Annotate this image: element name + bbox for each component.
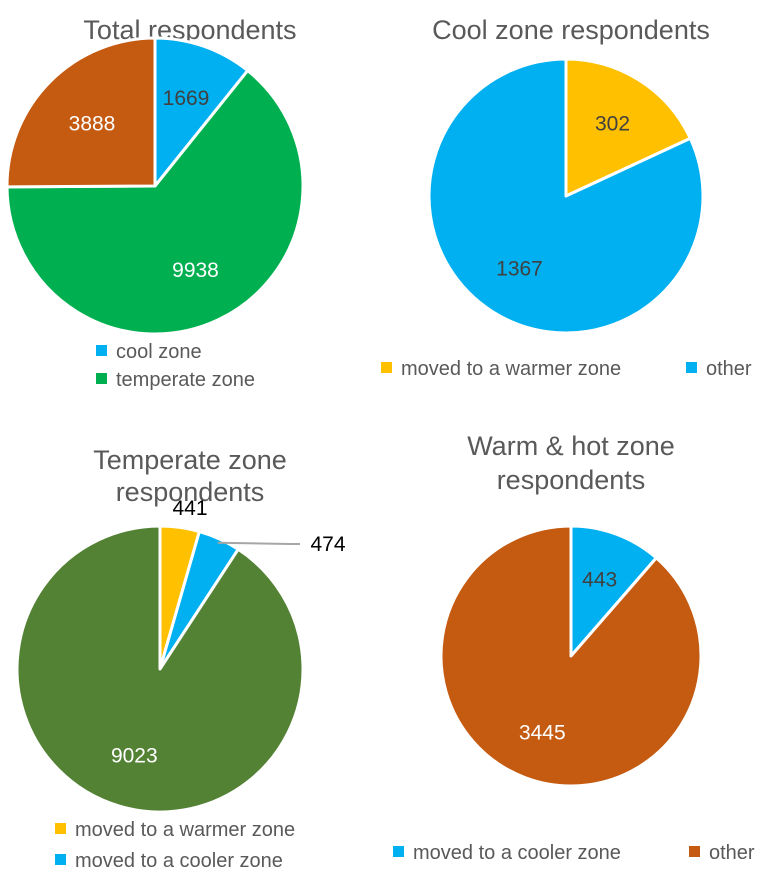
pie-slice (15, 524, 305, 814)
data-label: 9023 (111, 744, 158, 767)
pie-chart-svg: Total respondents 1669 9938 3888 cool zone te… (5, 15, 305, 391)
data-label: 441 (172, 497, 207, 520)
legend-label: other (706, 358, 752, 380)
legend-label: temperate zone (116, 369, 255, 391)
pie-slice (5, 36, 157, 189)
legend-label: moved to a warmer zone (75, 819, 295, 841)
legend-swatch (381, 362, 392, 373)
legend-swatch (55, 854, 66, 865)
data-label: 302 (595, 112, 630, 135)
chart-title: Warm & hot zone (467, 431, 675, 461)
pie-slice (569, 524, 658, 658)
data-label: 474 (310, 533, 345, 556)
pie-chart-cool-zone-respondents: Cool zone respondents 302 1367 moved to a w… (381, 0, 762, 420)
data-label: 1669 (163, 87, 210, 110)
data-label: 3888 (69, 112, 116, 135)
legend-swatch (96, 373, 107, 384)
legend-label: moved to a cooler zone (75, 850, 283, 872)
legend-label: moved to a warmer zone (401, 358, 621, 380)
chart-title: Total respondents (83, 15, 296, 45)
pie-slice (153, 36, 250, 188)
chart-title: respondents (497, 465, 646, 495)
data-label: 1367 (496, 258, 543, 281)
data-label: 9938 (172, 259, 219, 282)
legend-swatch (689, 846, 700, 857)
pie-slice (439, 524, 703, 788)
pie-slice (564, 57, 692, 198)
pie-chart-svg: Warm & hot zone respondents 443 3445 moved t… (393, 431, 755, 864)
pie-slice (5, 69, 305, 336)
pie-chart-total-respondents: Total respondents 1669 9938 3888 cool zone te… (0, 0, 381, 420)
pie-chart-temperate-zone-respondents: Temperate zone respondents 441 474 9023 moved… (0, 420, 381, 875)
chart-title: Cool zone respondents (432, 15, 710, 45)
pie-chart-warm-hot-zone-respondents: Warm & hot zone respondents 443 3445 moved t… (381, 420, 762, 875)
legend-swatch (55, 823, 66, 834)
data-label: 443 (582, 568, 617, 591)
legend-swatch (686, 362, 697, 373)
leader-line (217, 541, 300, 545)
legend-swatch (96, 345, 107, 356)
pie-chart-svg: Cool zone respondents 302 1367 moved to a w… (381, 15, 752, 380)
data-label: 3445 (519, 722, 566, 745)
legend-label: moved to a cooler zone (413, 842, 621, 864)
legend-swatch (393, 846, 404, 857)
legend-label: cool zone (116, 341, 202, 363)
legend-label: other (709, 842, 755, 864)
pie-slice (427, 57, 705, 335)
chart-title: Temperate zone (93, 445, 287, 475)
chart-title: respondents (116, 477, 265, 507)
